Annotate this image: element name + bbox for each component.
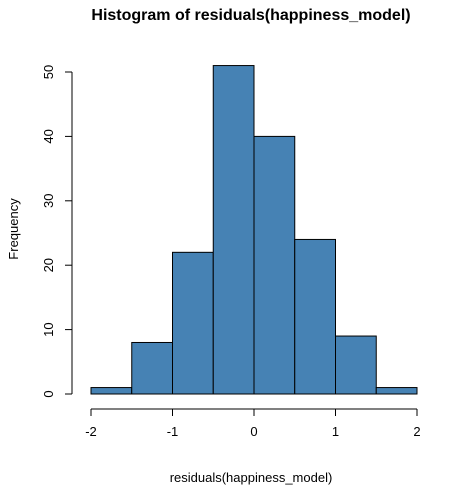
x-axis-label: residuals(happiness_model) — [170, 470, 333, 485]
x-tick-label-4: 2 — [413, 424, 420, 439]
y-tick-label-3: 30 — [41, 194, 56, 208]
histogram-bar-3 — [212, 65, 255, 395]
y-tick-label-0: 0 — [41, 390, 56, 397]
histogram-bar-1 — [131, 341, 173, 395]
y-tick-label-5: 50 — [41, 65, 56, 79]
y-tick-label-2: 20 — [41, 258, 56, 272]
x-tick-label-0: -2 — [85, 424, 97, 439]
histogram-bar-0 — [90, 387, 133, 395]
histogram-bar-7 — [375, 387, 418, 395]
y-axis-label: Frequency — [6, 198, 21, 260]
bars-group — [90, 65, 418, 395]
x-axis: -2 -1 0 1 2 — [85, 408, 421, 439]
y-axis: 0 10 20 30 40 50 — [41, 65, 73, 398]
histogram-bar-5 — [294, 238, 336, 395]
x-tick-label-1: -1 — [167, 424, 179, 439]
histogram-bar-4 — [253, 135, 296, 395]
x-tick-label-2: 0 — [250, 424, 257, 439]
y-tick-label-1: 10 — [41, 322, 56, 336]
x-tick-label-3: 1 — [332, 424, 339, 439]
chart-title: Histogram of residuals(happiness_model) — [91, 7, 410, 24]
y-tick-label-4: 40 — [41, 129, 56, 143]
histogram-bar-6 — [335, 335, 377, 395]
histogram-bar-2 — [172, 251, 214, 395]
